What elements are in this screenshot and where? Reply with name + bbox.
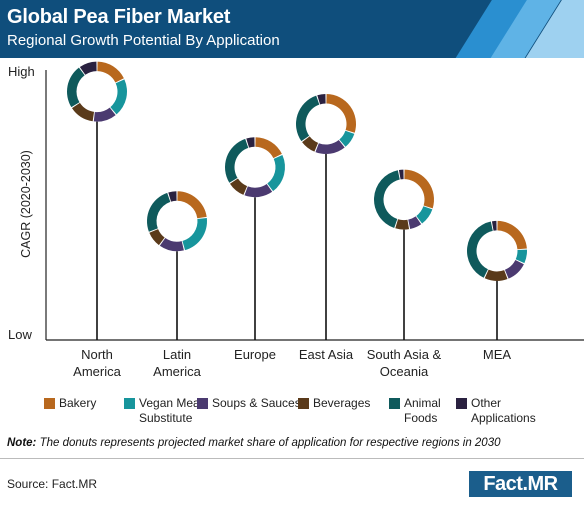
chart-title: Global Pea Fiber Market [7,6,231,28]
region-labels: North America Latin America Europe East Asia S… [73,347,511,379]
donut-slice [504,259,524,279]
donut-slice [515,249,528,264]
donut-slice [395,219,410,230]
note-text: The donuts represents projected market s… [39,437,501,449]
note-label: Note: [7,437,37,449]
y-high-label: High [8,64,35,79]
region-label: Latin [163,347,191,362]
region-label: Europe [234,347,276,362]
legend-label: Bakery [59,396,96,411]
chart-axes: High Low CAGR (2020-2030) [8,64,584,342]
legend-swatch [197,398,208,409]
region-label: MEA [483,347,512,362]
donut-slice [93,107,116,122]
donut-slice [225,138,249,183]
region-donut [66,61,127,122]
legend-label-line: Vegan Meat [139,396,204,410]
donut-slice [182,218,207,251]
legend-label-line: Applications [471,411,536,425]
note: Note: The donuts represents projected ma… [7,437,501,449]
donut-slice [416,206,433,224]
legend-label-line: Animal [404,396,441,410]
brand-logo: Fact.MR [469,471,572,497]
region-donut [225,137,285,198]
source-text: Source: Fact.MR [7,477,98,491]
region-label: America [73,364,121,379]
donut-slice [71,102,95,122]
donut-slice [149,229,165,246]
legend-label-line: Substitute [139,411,193,425]
region-donuts [66,61,528,281]
donut-slice [267,154,285,192]
donut-slice [255,137,282,159]
region-donut [467,220,528,281]
donut-slice [491,220,497,231]
chart-subtitle: Regional Growth Potential By Application [7,32,280,49]
donut-slice [326,94,357,133]
donut-slice [484,269,508,281]
donut-slice [408,216,422,229]
region-donut [374,169,434,230]
donut-slice [244,184,273,198]
chart-area: High Low CAGR (2020-2030) North America Lati… [8,61,584,379]
region-donut [296,94,357,154]
legend-label-line: Bakery [59,396,97,410]
legend-swatch [298,398,309,409]
donut-slice [317,94,326,105]
legend-label: Animal Foods [404,396,441,426]
legend-swatch [44,398,55,409]
region-label: Oceania [380,364,429,379]
donut-slice [398,169,404,180]
legend-label-line: Beverages [313,396,371,410]
legend-label: Soups & Sauces [212,396,301,411]
donut-slice [302,136,319,152]
legend-swatch [456,398,467,409]
region-label: North [81,347,113,362]
donut-slice [315,140,345,154]
donut-slice [110,79,127,115]
region-donut [147,191,207,252]
y-low-label: Low [8,327,32,342]
footer-divider [0,458,584,459]
donut-slice [339,130,355,147]
donut-slice [66,67,85,108]
legend-label-line: Soups & Sauces [212,396,301,410]
region-label: South Asia & [367,347,442,362]
donut-slice [79,61,97,75]
legend-label: Other Applications [471,396,536,426]
donut-slice [246,137,255,148]
donut-slice [497,220,527,250]
donut-slice [177,191,207,219]
legend-label-line: Foods [404,411,438,425]
legend-swatch [124,398,135,409]
legend-label: Vegan Meat Substitute [139,396,203,426]
region-label: East Asia [299,347,354,362]
donut-slice [296,95,320,142]
donut-slice [168,191,177,202]
legend-label-line: Other [471,396,502,410]
donut-slice [159,238,184,252]
region-label: America [153,364,201,379]
donut-slice [147,192,171,232]
donut-slice [467,221,493,278]
legend-swatch [389,398,400,409]
donut-slice [229,178,248,195]
header-banner: Global Pea Fiber Market Regional Growth … [0,0,584,58]
region-stems [96,121,498,340]
donut-slice [404,169,434,209]
donut-slice [374,170,400,228]
donut-slice [97,61,124,83]
legend-label: Beverages [313,396,370,411]
y-axis-label: CAGR (2020-2030) [19,150,33,258]
